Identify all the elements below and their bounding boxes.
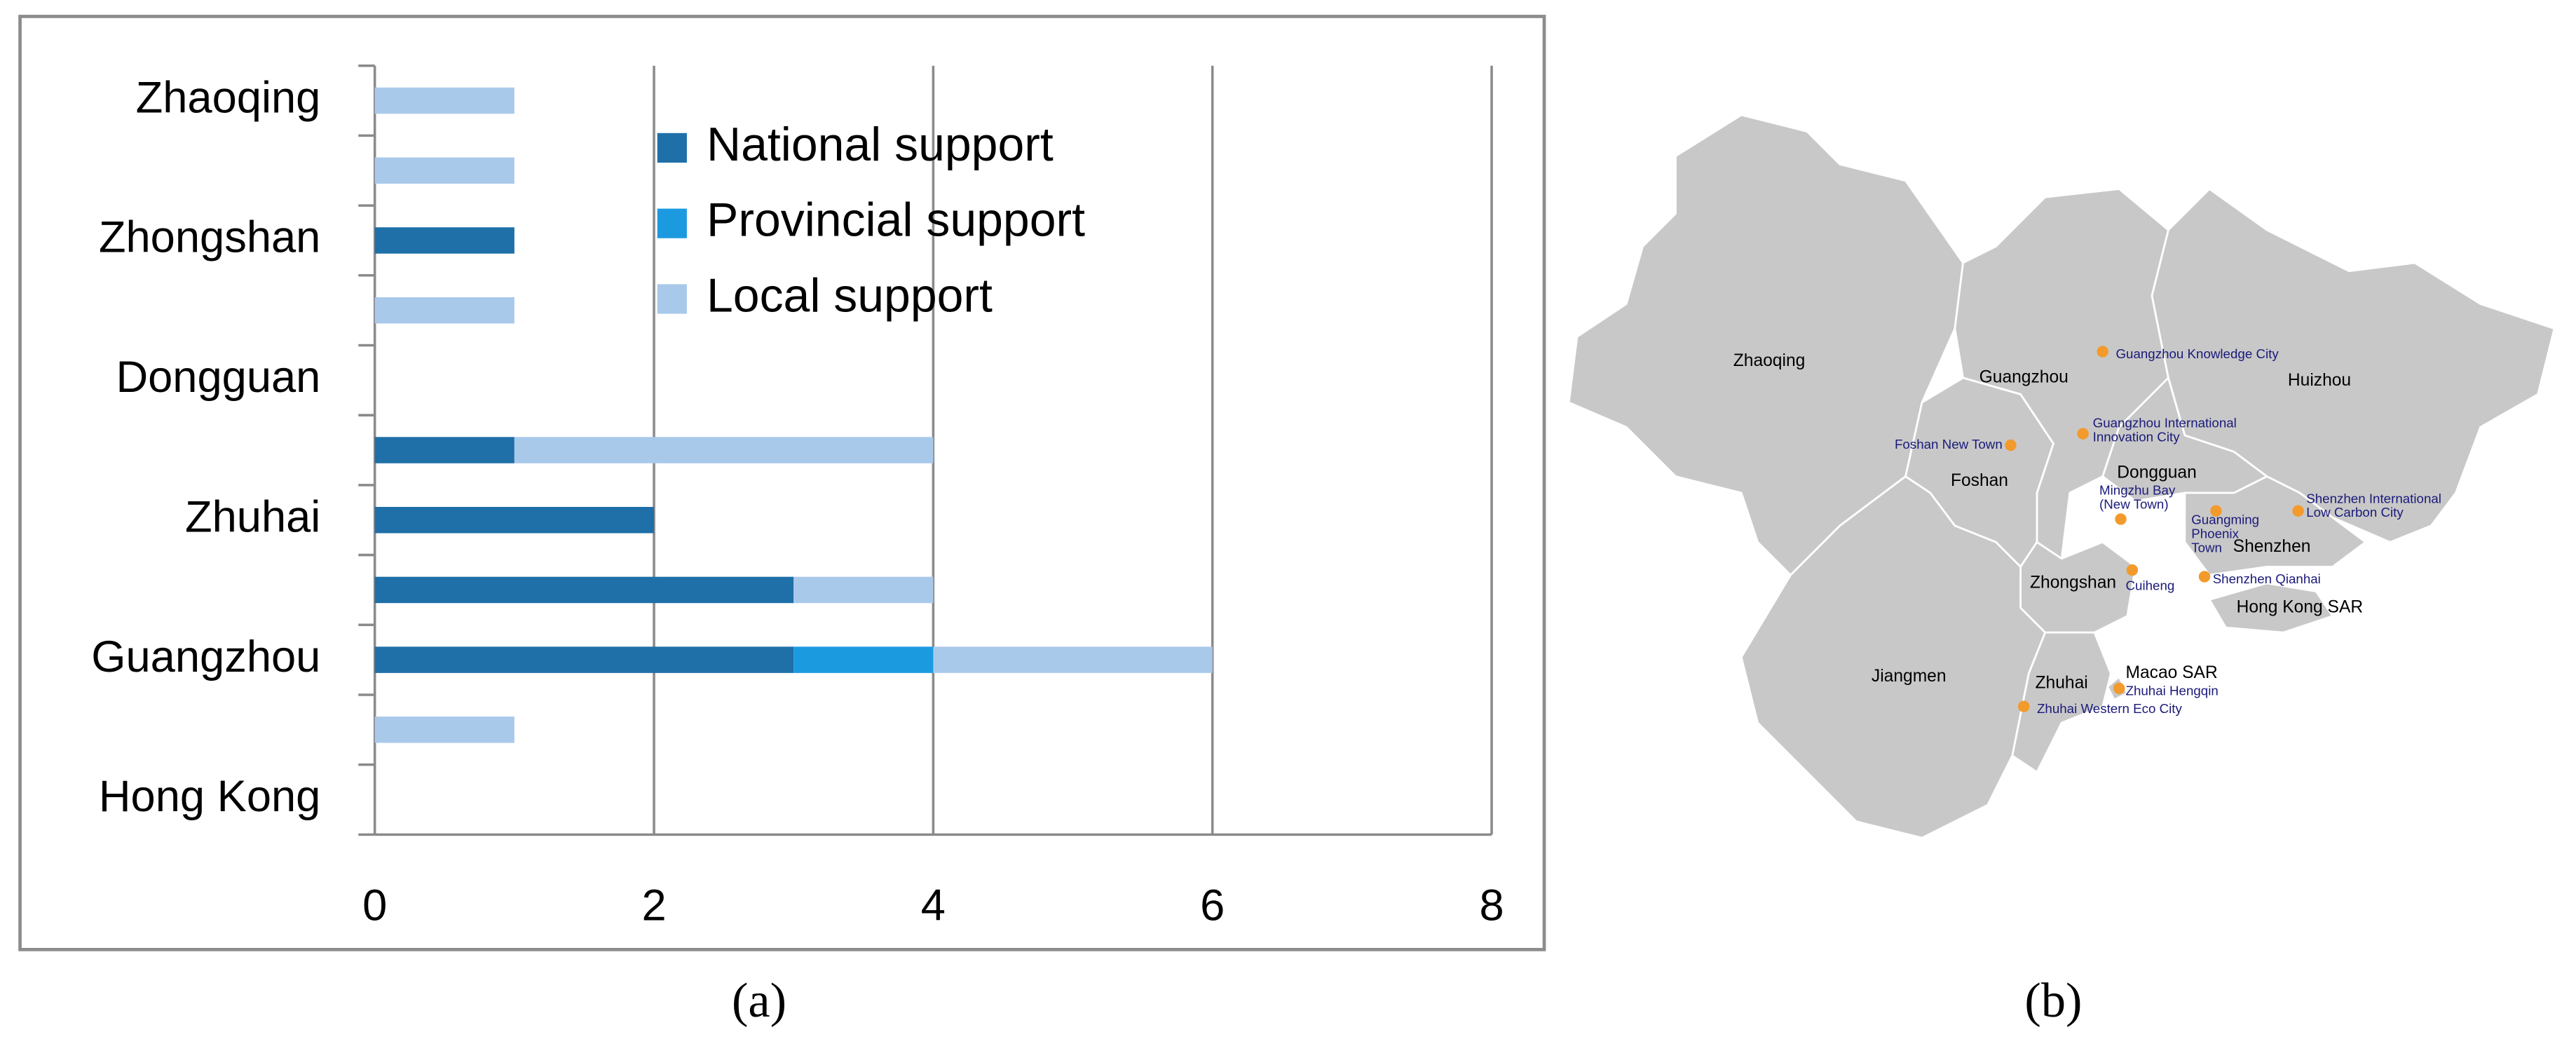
region-label: Huizhou xyxy=(2288,371,2351,390)
site-label: Guangzhou Knowledge City xyxy=(2115,346,2279,361)
site-marker xyxy=(2018,700,2030,712)
y-tick-label: Hong Kong xyxy=(99,772,321,821)
site-label: Guangzhou International xyxy=(2093,415,2237,430)
chart-frame xyxy=(18,15,1546,951)
legend-swatch xyxy=(657,208,687,238)
region-label: Guangzhou xyxy=(1979,367,2069,386)
region-label: Shenzhen xyxy=(2233,537,2311,556)
site-label: Town xyxy=(2191,541,2222,555)
region-label: Zhongshan xyxy=(2030,573,2116,592)
site-label: Zhuhai Hengqin xyxy=(2126,683,2219,698)
y-tick-label: Zhongshan xyxy=(99,213,321,262)
legend-swatch xyxy=(657,284,687,314)
bar-segment xyxy=(374,506,655,534)
site-marker xyxy=(2113,682,2125,694)
caption: (a) xyxy=(732,973,786,1028)
legend-label: Local support xyxy=(707,269,993,322)
legend-label: Provincial support xyxy=(707,194,1085,247)
bar-chart: 0 2 4 6 8 Zhaoqing Zhongshan Dongguan Zhuhai Guan… xyxy=(91,64,1504,930)
site-label: Shenzhen Qianhai xyxy=(2213,571,2321,586)
x-tick-label: 0 xyxy=(362,881,387,930)
x-tick-label: 2 xyxy=(641,881,666,930)
site-marker xyxy=(2097,346,2108,358)
bar-segment xyxy=(374,717,514,743)
site-marker xyxy=(2292,505,2304,517)
bar-segment xyxy=(374,437,514,463)
y-tick-label: Zhuhai xyxy=(185,492,320,541)
bar-segment xyxy=(514,437,934,463)
site-label: (New Town) xyxy=(2099,496,2169,511)
legend-swatch xyxy=(657,133,687,163)
bar-segment xyxy=(933,646,1213,673)
site-marker xyxy=(2005,439,2017,452)
region-label: Zhuhai xyxy=(2036,673,2088,692)
caption: (b) xyxy=(2024,973,2082,1028)
site-label: Phoenix xyxy=(2191,527,2239,541)
site-marker xyxy=(2115,513,2127,525)
x-tick-label: 8 xyxy=(1479,881,1504,930)
site-label: Cuiheng xyxy=(2126,578,2175,592)
x-tick-label: 6 xyxy=(1200,881,1225,930)
site-marker xyxy=(2198,571,2211,583)
site-label: Foshan New Town xyxy=(1895,437,2003,452)
region-label: Jiangmen xyxy=(1872,667,1947,686)
bar-segment xyxy=(374,576,794,604)
y-tick-label: Guangzhou xyxy=(91,632,320,681)
shenzhen-region xyxy=(2183,475,2367,576)
region-label: Foshan xyxy=(1951,471,2008,490)
bar-segment xyxy=(374,297,514,324)
bar-segment xyxy=(374,87,514,114)
site-label: Shenzhen International xyxy=(2306,491,2441,506)
region-label: Hong Kong SAR xyxy=(2237,597,2363,616)
y-tick-label: Dongguan xyxy=(116,353,320,402)
site-marker xyxy=(2077,428,2089,440)
site-marker xyxy=(2210,505,2222,517)
bar-segment xyxy=(793,576,934,604)
bar-segment xyxy=(374,646,794,673)
y-tick-label: Zhaoqing xyxy=(136,73,321,122)
map: Zhaoqing Guangzhou Huizhou Foshan Dongguan Sh… xyxy=(1567,114,2556,839)
region-label: Dongguan xyxy=(2117,463,2197,482)
site-label: Low Carbon City xyxy=(2306,505,2404,520)
dongguan-region xyxy=(2101,376,2269,503)
site-label: Guangming xyxy=(2191,513,2259,527)
bar-segment xyxy=(374,227,514,254)
site-label: Innovation City xyxy=(2093,429,2181,444)
hongkong-region xyxy=(2207,582,2334,634)
x-tick-label: 4 xyxy=(921,881,946,930)
bar-segment xyxy=(793,646,934,673)
bar-segment xyxy=(374,157,514,184)
site-label: Zhuhai Western Eco City xyxy=(2037,701,2182,716)
region-label: Zhaoqing xyxy=(1733,351,1806,370)
region-label: Macao SAR xyxy=(2126,663,2218,682)
legend-label: National support xyxy=(707,118,1054,171)
site-marker xyxy=(2126,564,2139,576)
site-label: Mingzhu Bay xyxy=(2099,483,2176,498)
